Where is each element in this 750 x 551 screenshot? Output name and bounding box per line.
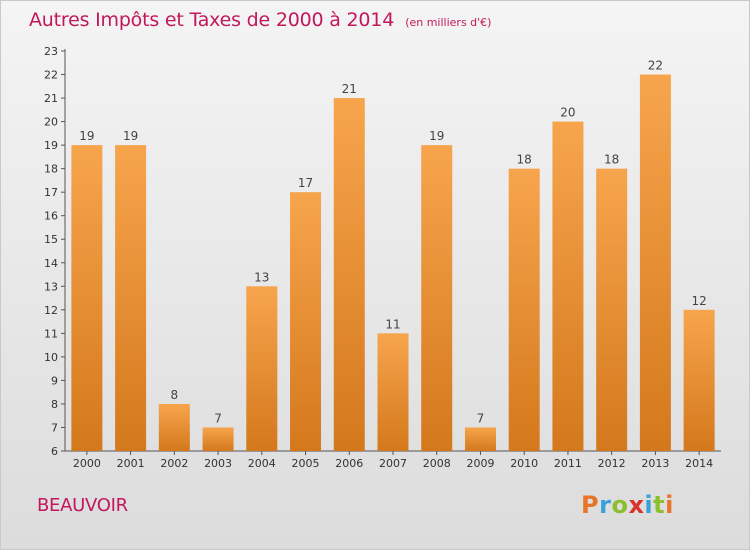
data-label-2009: 7 <box>477 411 485 425</box>
x-tick-label-2012: 2012 <box>598 457 626 470</box>
logo-letter: P <box>581 491 600 519</box>
data-label-2000: 19 <box>79 129 94 143</box>
proxiti-logo[interactable]: Proxiti <box>581 491 674 519</box>
bar-2013 <box>639 74 671 451</box>
data-label-2002: 8 <box>171 388 179 402</box>
data-label-2013: 22 <box>648 59 663 73</box>
bar-2000 <box>71 145 103 451</box>
x-tick-label-2004: 2004 <box>248 457 276 470</box>
chart-unit: (en milliers d'€) <box>405 16 492 29</box>
y-tick-label: 14 <box>44 257 58 270</box>
bar-2006 <box>333 98 365 451</box>
bar-2009 <box>464 427 496 451</box>
y-tick-label: 19 <box>44 139 58 152</box>
data-label-2014: 12 <box>691 294 706 308</box>
x-tick-label-2014: 2014 <box>685 457 713 470</box>
x-tick-label-2002: 2002 <box>160 457 188 470</box>
bar-2001 <box>115 145 147 451</box>
y-tick-label: 11 <box>44 327 58 340</box>
y-tick-label: 10 <box>44 351 58 364</box>
bar-2002 <box>158 403 190 451</box>
data-label-2010: 18 <box>517 153 532 167</box>
data-label-2004: 13 <box>254 270 269 284</box>
commune-name: BEAUVOIR <box>37 495 128 516</box>
y-tick-label: 7 <box>51 421 58 434</box>
x-tick-label-2008: 2008 <box>423 457 451 470</box>
bar-2005 <box>290 192 322 452</box>
x-tick-label-2007: 2007 <box>379 457 407 470</box>
bar-2008 <box>421 145 453 451</box>
x-tick-label-2005: 2005 <box>292 457 320 470</box>
y-tick-label: 6 <box>51 445 58 458</box>
x-tick-label-2011: 2011 <box>554 457 582 470</box>
y-tick-label: 15 <box>44 233 58 246</box>
chart-title: Autres Impôts et Taxes de 2000 à 2014 <box>29 9 395 31</box>
bar-2014 <box>683 309 715 451</box>
y-tick-label: 12 <box>44 304 58 317</box>
y-tick-label: 23 <box>44 45 58 58</box>
y-tick-label: 20 <box>44 116 58 129</box>
x-tick-label-2010: 2010 <box>510 457 538 470</box>
value-labels: 19 19 8 7 13 17 21 11 19 7 18 20 18 22 12 <box>79 59 707 426</box>
y-tick-label: 21 <box>44 92 58 105</box>
y-tick-label: 16 <box>44 210 58 223</box>
x-tick-label-2000: 2000 <box>73 457 101 470</box>
data-label-2001: 19 <box>123 129 138 143</box>
logo-letter: x <box>628 491 645 519</box>
chart-title-group: Autres Impôts et Taxes de 2000 à 2014 (e… <box>29 9 491 31</box>
bar-2011 <box>552 121 584 452</box>
data-label-2007: 11 <box>385 317 400 331</box>
logo-letter: r <box>599 491 612 519</box>
bar-2004 <box>246 286 278 451</box>
y-tick-label: 17 <box>44 186 58 199</box>
logo-letter: o <box>611 491 629 519</box>
y-tick-label: 8 <box>51 398 58 411</box>
x-tick-label-2009: 2009 <box>466 457 494 470</box>
data-label-2005: 17 <box>298 176 313 190</box>
data-label-2012: 18 <box>604 153 619 167</box>
x-tick-label-2003: 2003 <box>204 457 232 470</box>
logo-letter: i <box>665 491 674 519</box>
data-label-2003: 7 <box>214 411 222 425</box>
bar-2007 <box>377 333 409 451</box>
y-tick-label: 18 <box>44 163 58 176</box>
data-label-2008: 19 <box>429 129 444 143</box>
y-tick-label: 22 <box>44 69 58 82</box>
bar-2010 <box>508 168 540 451</box>
x-tick-label-2001: 2001 <box>117 457 145 470</box>
y-tick-label: 9 <box>51 374 58 387</box>
data-label-2011: 20 <box>560 106 575 120</box>
logo-letter: t <box>653 491 666 519</box>
bars <box>71 74 715 452</box>
data-label-2006: 21 <box>342 82 357 96</box>
bar-2012 <box>596 168 628 451</box>
x-tick-label-2013: 2013 <box>641 457 669 470</box>
x-tick-label-2006: 2006 <box>335 457 363 470</box>
y-tick-label: 13 <box>44 280 58 293</box>
logo-letter: i <box>644 491 654 519</box>
bar-2003 <box>202 427 234 451</box>
